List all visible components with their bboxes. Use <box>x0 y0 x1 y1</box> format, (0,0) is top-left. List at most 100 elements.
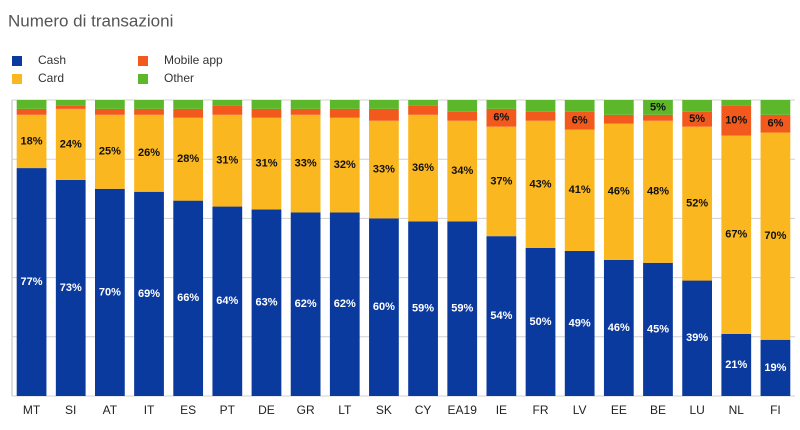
bar-segment <box>525 111 556 121</box>
bar-segment <box>173 108 204 118</box>
bar-segment <box>408 114 438 222</box>
bar-segment <box>329 212 360 396</box>
value-label: 36% <box>412 162 434 174</box>
bar-segment <box>525 100 556 112</box>
bar-segment <box>721 333 752 396</box>
bar-segment <box>643 120 673 263</box>
value-label: 31% <box>216 155 238 167</box>
bar-segment <box>525 120 556 248</box>
value-label: 28% <box>177 153 199 165</box>
x-tick-label: SI <box>65 403 76 417</box>
value-label: 5% <box>689 113 705 125</box>
x-tick-label: GR <box>297 403 315 417</box>
bar-segment <box>134 108 164 115</box>
bar-segment <box>251 209 282 396</box>
bar-segment <box>55 179 86 396</box>
bar-segment <box>251 108 282 118</box>
bar-segment <box>94 188 125 396</box>
legend-label: Other <box>164 71 194 85</box>
bar-segment <box>94 100 125 109</box>
bar-segment <box>408 105 438 115</box>
value-label: 18% <box>21 135 43 147</box>
legend-label: Cash <box>38 53 66 67</box>
bar-segment <box>94 114 125 189</box>
value-label: 26% <box>138 147 160 159</box>
value-label: 6% <box>767 118 783 130</box>
legend-label: Mobile app <box>164 53 223 67</box>
bar-segment <box>564 250 595 396</box>
value-label: 34% <box>451 165 473 177</box>
bar-segment <box>212 100 243 106</box>
value-label: 25% <box>99 146 121 158</box>
value-label: 59% <box>451 303 473 315</box>
value-label: 43% <box>530 178 552 190</box>
value-label: 32% <box>334 159 356 171</box>
value-label: 69% <box>138 288 160 300</box>
bar-segment <box>173 200 204 396</box>
value-label: 60% <box>373 301 395 313</box>
value-label: 46% <box>608 322 630 334</box>
x-tick-label: MT <box>23 403 41 417</box>
x-tick-label: DE <box>258 403 275 417</box>
bar-segment <box>760 100 791 115</box>
bar-segment <box>16 108 47 115</box>
bar-segment <box>682 280 713 396</box>
value-label: 6% <box>572 115 588 127</box>
bar-segment <box>486 100 517 109</box>
value-label: 62% <box>295 298 317 310</box>
bar-segment <box>251 100 282 109</box>
value-label: 41% <box>569 184 591 196</box>
value-label: 33% <box>295 158 317 170</box>
bar-segment <box>760 339 791 396</box>
bar-segment <box>564 100 595 112</box>
bar-segment <box>603 259 634 396</box>
bar-segment <box>290 100 321 109</box>
legend-swatch <box>12 56 22 66</box>
bar-segment <box>486 236 517 396</box>
bar-segment <box>329 108 360 118</box>
bar-segment <box>486 126 517 237</box>
legend-label: Card <box>38 71 64 85</box>
bar-segment <box>16 114 47 169</box>
bar-segment <box>643 114 673 121</box>
x-tick-label: FR <box>533 403 549 417</box>
bar-segment <box>329 117 360 213</box>
value-label: 52% <box>686 198 708 210</box>
x-tick-label: LU <box>689 403 704 417</box>
value-label: 59% <box>412 303 434 315</box>
bar-segment <box>212 114 243 207</box>
x-tick-label: FI <box>770 403 781 417</box>
bar-segment <box>603 114 634 124</box>
bar-segment <box>408 100 438 106</box>
bar-segment <box>55 108 86 180</box>
bar-segment <box>721 105 752 136</box>
bar-segment <box>447 221 478 396</box>
x-tick-label: LV <box>573 403 587 417</box>
x-tick-label: IT <box>144 403 155 417</box>
value-label: 10% <box>725 115 747 127</box>
value-label: 24% <box>60 138 82 150</box>
bar-segment <box>173 100 204 109</box>
bar-segment <box>447 120 478 222</box>
bar-segment <box>682 100 713 112</box>
bar-segment <box>369 108 399 121</box>
x-tick-label: PT <box>220 403 236 417</box>
bar-segment <box>290 108 321 115</box>
x-tick-label: CY <box>415 403 432 417</box>
x-tick-label: ES <box>180 403 196 417</box>
value-label: 37% <box>490 175 512 187</box>
value-label: 67% <box>725 229 747 241</box>
bar-segment <box>369 100 399 109</box>
bar-segment <box>408 221 438 396</box>
x-tick-label: LT <box>338 403 352 417</box>
value-label: 19% <box>764 362 786 374</box>
value-label: 66% <box>177 292 199 304</box>
x-tick-label: AT <box>103 403 118 417</box>
value-label: 64% <box>216 295 238 307</box>
bar-segment <box>134 114 164 192</box>
legend-swatch <box>12 74 22 84</box>
x-tick-label: EE <box>611 403 627 417</box>
value-label: 49% <box>569 317 591 329</box>
bar-segment <box>329 100 360 109</box>
